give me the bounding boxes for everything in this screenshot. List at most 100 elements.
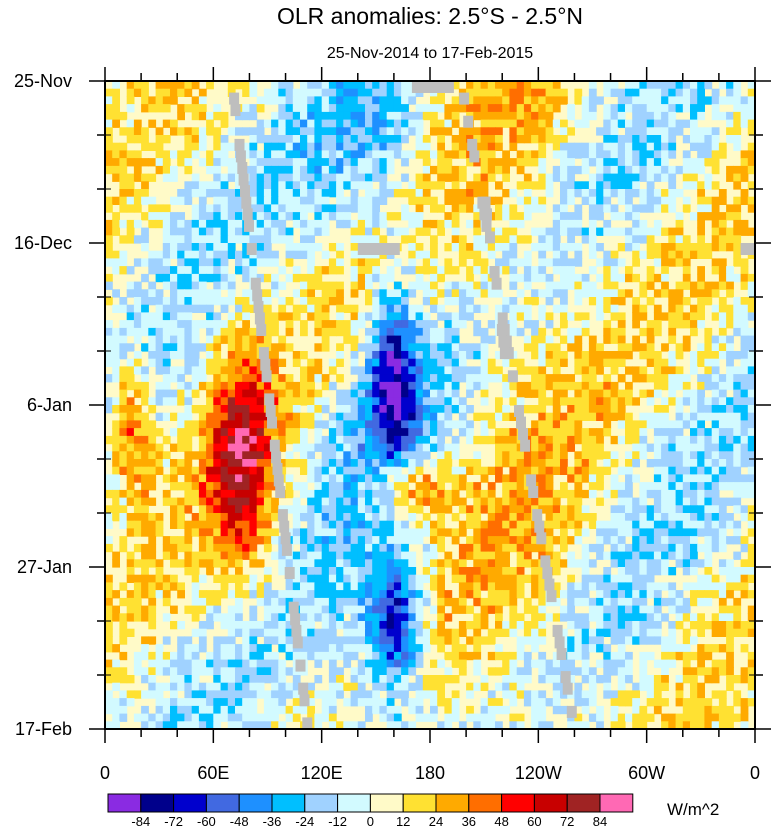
anomaly-cell <box>343 135 352 144</box>
anomaly-cell <box>343 173 352 182</box>
anomaly-cell <box>249 104 258 113</box>
anomaly-cell <box>473 574 482 583</box>
anomaly-cell <box>198 474 207 483</box>
anomaly-cell <box>365 582 373 591</box>
anomaly-cell <box>430 258 438 267</box>
anomaly-cell <box>415 111 424 121</box>
anomaly-cell <box>523 204 532 213</box>
anomaly-cell <box>466 513 474 522</box>
anomaly-cell <box>379 528 388 537</box>
anomaly-cell <box>545 189 554 198</box>
anomaly-cell <box>545 505 554 514</box>
anomaly-cell <box>711 459 720 468</box>
anomaly-cell <box>155 412 164 421</box>
anomaly-cell <box>242 397 250 406</box>
anomaly-cell <box>668 127 677 136</box>
anomaly-cell <box>133 451 142 460</box>
anomaly-cell <box>220 358 229 367</box>
anomaly-cell <box>227 590 236 599</box>
anomaly-cell <box>191 219 200 229</box>
anomaly-cell <box>314 366 323 375</box>
anomaly-cell <box>155 266 164 275</box>
anomaly-cell <box>625 590 633 599</box>
anomaly-cell <box>119 405 128 414</box>
anomaly-cell <box>740 590 749 599</box>
anomaly-cell <box>617 513 626 522</box>
anomaly-cell <box>300 582 308 591</box>
anomaly-cell <box>300 181 308 190</box>
anomaly-cell <box>682 273 691 283</box>
anomaly-cell <box>502 304 510 313</box>
anomaly-cell <box>567 420 575 429</box>
anomaly-cell <box>365 273 373 283</box>
anomaly-cell <box>617 551 626 560</box>
anomaly-cell <box>415 219 424 229</box>
anomaly-cell <box>401 405 409 414</box>
anomaly-cell <box>292 219 301 229</box>
anomaly-cell <box>126 358 135 367</box>
anomaly-cell <box>133 204 142 213</box>
anomaly-cell <box>393 405 402 414</box>
anomaly-cell <box>437 142 445 151</box>
anomaly-cell <box>451 119 460 128</box>
anomaly-cell <box>162 435 171 445</box>
anomaly-cell <box>661 459 669 468</box>
anomaly-cell <box>249 358 258 367</box>
anomaly-cell <box>198 489 207 499</box>
anomaly-cell <box>112 142 120 151</box>
anomaly-cell <box>343 304 352 313</box>
anomaly-cell <box>162 582 171 591</box>
anomaly-cell <box>278 428 287 437</box>
anomaly-cell <box>379 543 388 553</box>
anomaly-cell <box>133 335 142 344</box>
anomaly-cell <box>596 173 604 182</box>
anomaly-cell <box>690 142 698 151</box>
anomaly-cell <box>617 505 626 514</box>
anomaly-cell <box>437 567 445 576</box>
anomaly-cell <box>646 104 655 113</box>
anomaly-cell <box>726 567 734 576</box>
anomaly-cell <box>747 428 755 437</box>
anomaly-cell <box>697 590 705 599</box>
anomaly-cell <box>668 104 677 113</box>
anomaly-cell <box>718 459 727 468</box>
anomaly-cell <box>155 81 164 90</box>
anomaly-cell <box>574 150 583 159</box>
anomaly-cell <box>213 320 222 329</box>
anomaly-cell <box>451 605 460 614</box>
anomaly-cell <box>610 482 619 491</box>
anomaly-cell <box>596 389 604 398</box>
anomaly-cell <box>365 397 373 406</box>
anomaly-cell <box>184 605 193 614</box>
anomaly-cell <box>704 358 713 367</box>
anomaly-cell <box>170 327 178 337</box>
anomaly-cell <box>560 590 568 599</box>
anomaly-cell <box>668 420 677 429</box>
anomaly-cell <box>596 605 604 614</box>
anomaly-cell <box>704 590 713 599</box>
anomaly-cell <box>285 613 294 622</box>
anomaly-cell <box>213 165 222 175</box>
anomaly-cell <box>292 405 301 414</box>
anomaly-cell <box>249 443 258 452</box>
anomaly-cell <box>617 142 626 151</box>
anomaly-cell <box>437 474 445 483</box>
anomaly-cell <box>148 96 157 105</box>
anomaly-cell <box>574 466 583 475</box>
anomaly-cell <box>372 335 380 344</box>
anomaly-cell <box>162 358 171 367</box>
anomaly-cell <box>206 520 214 529</box>
anomaly-cell <box>560 158 568 167</box>
anomaly-cell <box>119 142 128 151</box>
anomaly-cell <box>437 574 445 583</box>
anomaly-cell <box>133 574 142 583</box>
anomaly-cell <box>668 227 677 236</box>
anomaly-cell <box>170 397 178 406</box>
anomaly-cell <box>422 389 431 398</box>
anomaly-cell <box>661 451 669 460</box>
anomaly-cell <box>408 528 417 537</box>
anomaly-cell <box>213 227 222 236</box>
anomaly-cell <box>357 196 366 205</box>
anomaly-cell <box>393 567 402 576</box>
anomaly-cell <box>646 590 655 599</box>
